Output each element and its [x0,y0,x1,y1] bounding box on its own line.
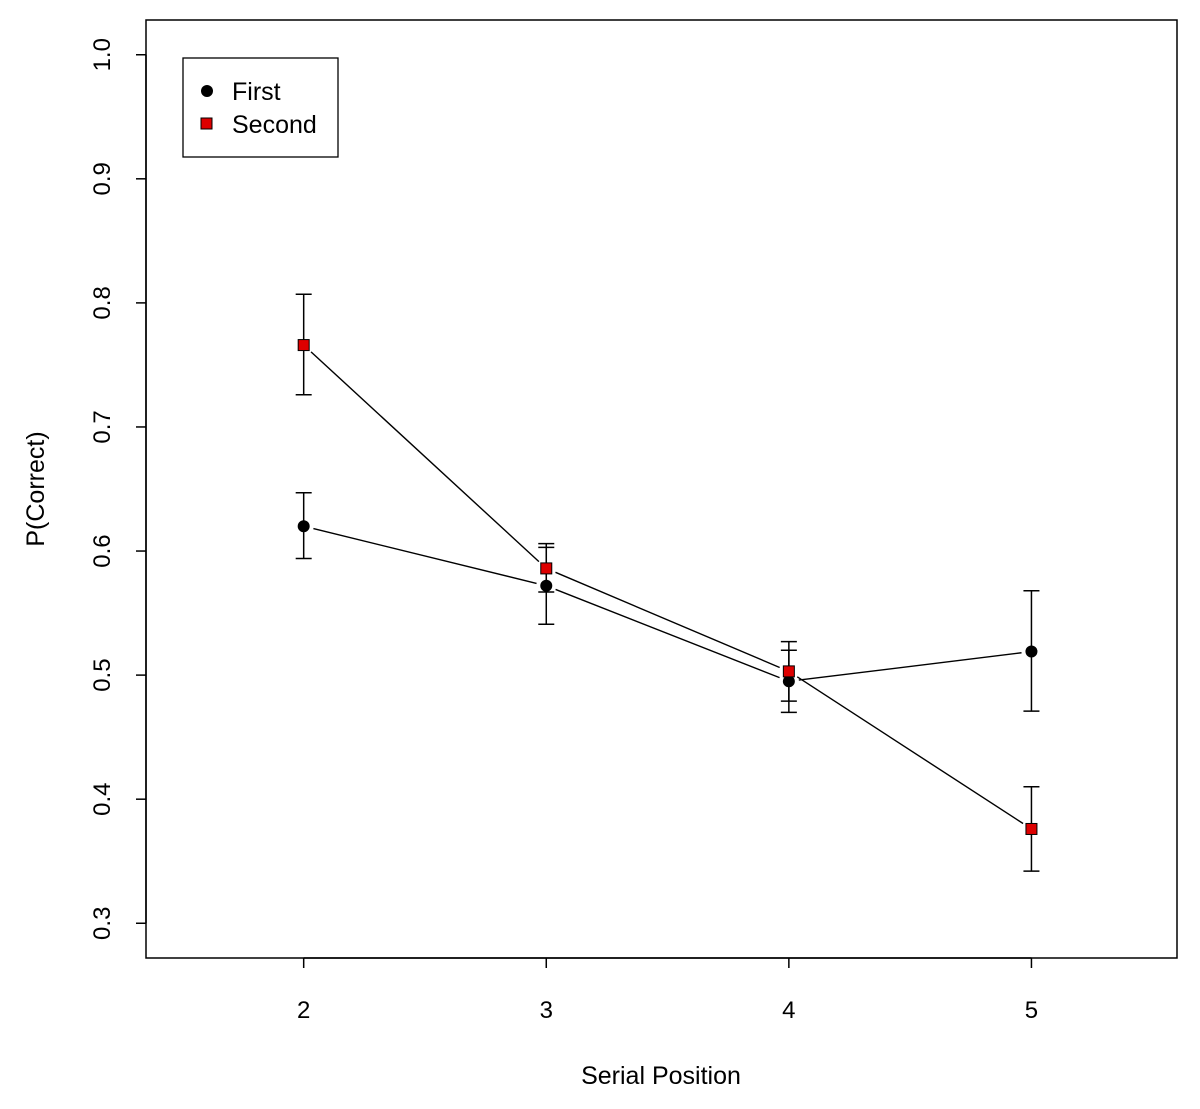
legend-label-second: Second [232,111,317,139]
legend-label-first: First [232,78,281,106]
series-first-line [555,588,780,679]
series-first-line [313,527,537,585]
series-first [295,491,1040,714]
y-axis-title: P(Correct) [22,431,50,546]
series-second-point [782,665,795,678]
series-first-point [1025,645,1038,658]
legend-marker-second [200,117,213,130]
y-tick-label: 0.3 [89,907,116,940]
y-tick-label: 0.7 [89,410,116,443]
y-tick-label: 0.9 [89,162,116,195]
series-second-line [555,571,780,669]
x-axis-title: Serial Position [581,1062,741,1090]
y-tick-label: 0.6 [89,534,116,567]
x-tick-label: 5 [1025,997,1038,1024]
x-axis: 2 3 4 5 [297,957,1038,1024]
legend-marker-first [201,85,213,97]
series-first-point [297,520,310,533]
series-second-point [1025,822,1038,835]
y-tick-label: 0.4 [89,782,116,815]
series-second-point [297,339,310,352]
series-second-line [796,676,1024,825]
x-tick-label: 4 [782,997,795,1024]
series-second [295,293,1040,872]
x-tick-label: 3 [540,997,553,1024]
series-first-line [798,652,1022,681]
series-second-point [540,562,553,575]
x-tick-label: 2 [297,997,310,1024]
plot-frame [145,19,1178,959]
y-axis: 0.3 0.4 0.5 0.6 0.7 0.8 0.9 1.0 [89,38,147,940]
legend-box [182,57,339,158]
y-tick-label: 1.0 [89,38,116,71]
y-tick-label: 0.8 [89,286,116,319]
y-tick-label: 0.5 [89,658,116,691]
series-layer [295,293,1040,872]
legend: First Second [182,57,339,158]
series-second-line [310,351,540,563]
